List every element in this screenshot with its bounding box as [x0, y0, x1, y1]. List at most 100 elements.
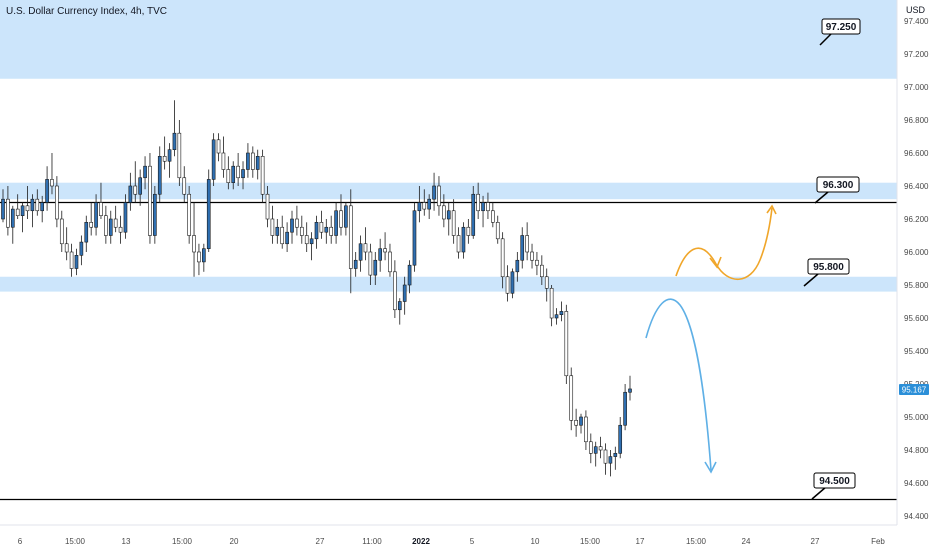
time-tick-label: 6 — [18, 537, 23, 546]
price-tick-label: 96.600 — [904, 149, 929, 158]
candle-body — [393, 271, 397, 311]
zone-1 — [0, 0, 897, 79]
candle-body — [363, 243, 368, 253]
candle-body — [628, 388, 632, 393]
candle-body — [407, 264, 412, 286]
zone-3 — [0, 276, 897, 292]
candle-body — [197, 251, 201, 263]
candle-body — [211, 139, 216, 180]
candle-body — [251, 152, 255, 170]
time-tick-label: 24 — [742, 537, 751, 546]
orange-projection-arrow — [675, 207, 773, 281]
candle-body — [108, 218, 113, 236]
label-95800-text: 95.800 — [813, 262, 844, 273]
candle-body — [613, 452, 618, 457]
candle-body — [55, 185, 59, 220]
candle-body — [1, 198, 5, 220]
candles-layer — [1, 100, 632, 477]
candle-body — [603, 449, 608, 464]
candle-body — [432, 185, 436, 200]
candle-body — [265, 193, 270, 220]
orange-arrow-head — [766, 204, 777, 215]
candle-body — [157, 156, 162, 195]
candle-body — [515, 259, 520, 273]
blue-projection-arrow — [645, 298, 712, 471]
time-tick-label: 2022 — [412, 537, 430, 546]
time-tick-label: Feb — [871, 537, 885, 546]
candle-body — [476, 193, 480, 212]
price-tick-label: 94.800 — [904, 446, 929, 455]
time-axis[interactable]: 6 15:00 13 15:00 20 27 11:00 2022 5 10 15:00 17 15:0… — [18, 537, 886, 546]
candle-body — [559, 311, 564, 315]
price-tick-label: 95.400 — [904, 347, 929, 356]
candle-body — [270, 218, 275, 236]
candle-body — [471, 193, 476, 236]
candle-body — [118, 226, 123, 233]
candle-body — [544, 276, 549, 289]
candle-body — [133, 185, 138, 195]
price-axis[interactable]: 94.40094.60094.80095.00095.20095.40095.6… — [904, 17, 929, 521]
candle-body — [226, 169, 231, 183]
price-tick-label: 96.400 — [904, 182, 929, 191]
candle-body — [588, 441, 593, 454]
candle-body — [593, 446, 598, 454]
time-tick-label: 20 — [230, 537, 239, 546]
candle-body — [206, 179, 211, 249]
candle-body — [104, 215, 108, 236]
zones-layer — [0, 0, 897, 292]
candle-body — [417, 202, 422, 212]
candle-body — [50, 179, 54, 187]
candle-body — [535, 259, 539, 266]
candle-body — [481, 202, 485, 212]
candle-body — [123, 202, 128, 233]
candle-body — [113, 218, 118, 228]
time-tick-label: 5 — [470, 537, 475, 546]
candle-body — [202, 248, 206, 263]
candle-body — [505, 276, 510, 294]
time-tick-label: 17 — [636, 537, 645, 546]
candle-body — [329, 226, 334, 236]
label-94500[interactable]: 94.500 — [811, 472, 856, 500]
candle-body — [216, 139, 221, 154]
price-tick-label: 97.000 — [904, 83, 929, 92]
candle-body — [397, 301, 402, 311]
time-tick-label: 27 — [811, 537, 820, 546]
last-price-label: 95.167 — [902, 386, 927, 395]
candle-body — [334, 210, 338, 236]
candle-body — [549, 287, 554, 319]
candle-body — [319, 222, 324, 233]
label-94500-text: 94.500 — [819, 476, 850, 487]
arrows-layer — [645, 204, 777, 474]
candle-body — [623, 391, 627, 426]
candle-body — [598, 446, 603, 451]
candle-body — [466, 226, 471, 236]
candle-body — [45, 179, 49, 203]
candle-body — [554, 314, 559, 319]
candle-body — [153, 193, 157, 236]
label-97250[interactable]: 97.250 — [819, 18, 861, 46]
candle-body — [446, 210, 451, 220]
candle-body — [525, 235, 529, 253]
candle-body — [84, 222, 89, 243]
candle-body — [618, 424, 623, 454]
candle-body — [304, 235, 309, 245]
candle-body — [388, 251, 392, 273]
candle-body — [94, 202, 98, 228]
candle-body — [540, 264, 544, 278]
candle-body — [461, 226, 466, 253]
label-95800[interactable]: 95.800 — [803, 258, 850, 287]
candle-body — [353, 259, 358, 269]
candle-body — [128, 185, 133, 203]
candle-body — [314, 222, 319, 240]
label-96300[interactable]: 96.300 — [814, 176, 860, 204]
candle-body — [290, 218, 294, 233]
candle-body — [368, 251, 373, 276]
candle-body — [162, 156, 167, 162]
candle-body — [486, 202, 490, 212]
chart-title: U.S. Dollar Currency Index, 4h, TVC — [6, 6, 167, 17]
candle-body — [412, 210, 417, 266]
candle-body — [520, 235, 525, 261]
candle-body — [358, 243, 363, 261]
